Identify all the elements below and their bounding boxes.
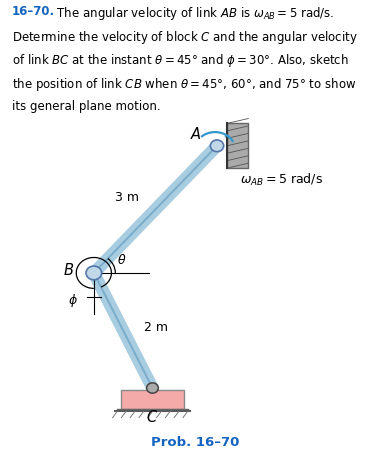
Text: its general plane motion.: its general plane motion.: [12, 101, 160, 113]
Text: of link $BC$ at the instant $\theta = 45°$ and $\phi = 30°$. Also, sketch: of link $BC$ at the instant $\theta = 45…: [12, 52, 349, 70]
Text: $\theta$: $\theta$: [117, 253, 127, 267]
Text: Prob. 16–70: Prob. 16–70: [151, 436, 240, 449]
Text: the position of link $CB$ when $\theta = 45°$, $60°$, and $75°$ to show: the position of link $CB$ when $\theta =…: [12, 76, 356, 93]
Text: $A$: $A$: [190, 126, 201, 142]
Circle shape: [86, 266, 102, 280]
Bar: [121, 390, 184, 409]
Text: The angular velocity of link $AB$ is $\omega_{AB} = 5$ rad/s.: The angular velocity of link $AB$ is $\o…: [12, 5, 334, 21]
Text: 3 m: 3 m: [115, 191, 139, 204]
Text: $C$: $C$: [146, 409, 159, 425]
Circle shape: [147, 383, 158, 393]
Text: Determine the velocity of block $C$ and the angular velocity: Determine the velocity of block $C$ and …: [12, 29, 357, 46]
Text: $B$: $B$: [63, 262, 74, 278]
Circle shape: [210, 140, 224, 152]
Text: 2 m: 2 m: [144, 320, 169, 334]
Text: $\phi$: $\phi$: [68, 292, 78, 309]
FancyBboxPatch shape: [227, 123, 248, 168]
Text: $\omega_{AB}=5$ rad/s: $\omega_{AB}=5$ rad/s: [240, 172, 323, 188]
Text: 16–70.: 16–70.: [12, 5, 55, 18]
